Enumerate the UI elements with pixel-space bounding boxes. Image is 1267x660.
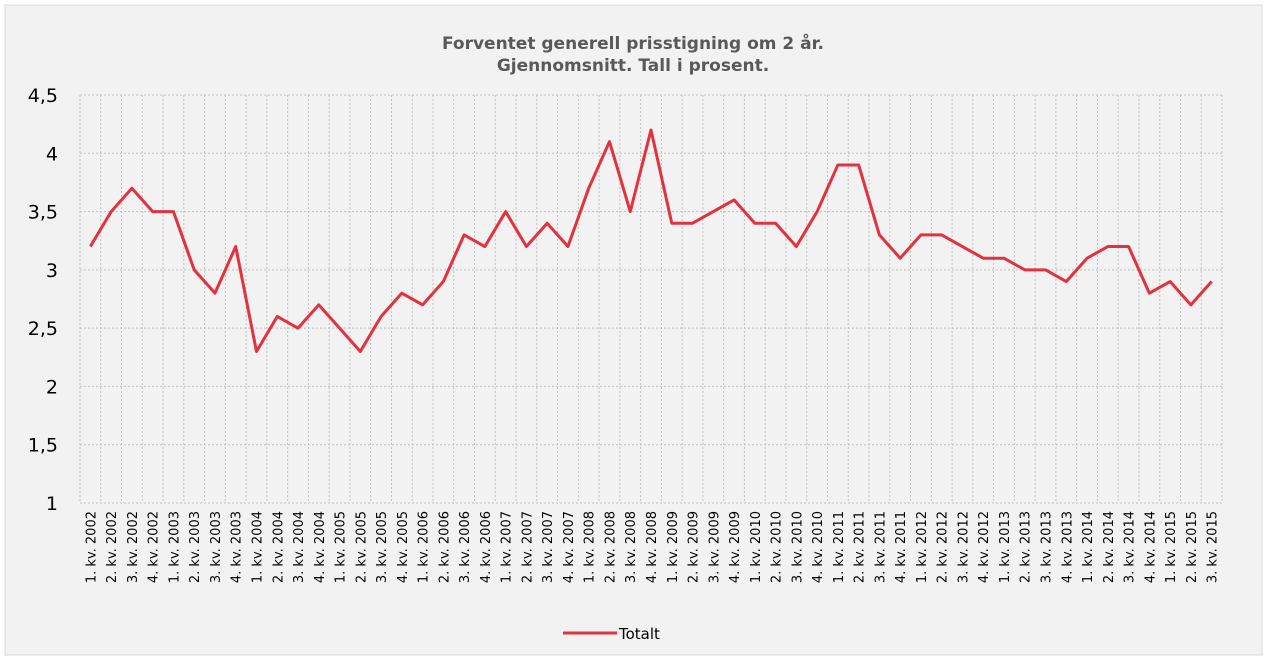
line	[89, 128, 1213, 353]
y-tick-label: 2	[46, 376, 58, 398]
x-tick-label: 3. kv. 2007	[541, 511, 556, 583]
x-tick-label: 4. kv. 2011	[894, 511, 909, 583]
x-tick-label: 1. kv. 2013	[998, 511, 1013, 583]
x-tick-label: 3. kv. 2012	[956, 511, 971, 583]
x-tick-label: 1. kv. 2010	[749, 511, 764, 583]
x-tick-label: 3. kv. 2011	[873, 511, 888, 583]
x-tick-label: 3. kv. 2005	[375, 511, 390, 583]
y-tick-label: 4,5	[28, 85, 58, 107]
y-tick-label: 1,5	[28, 435, 58, 457]
x-tick-label: 2. kv. 2013	[1019, 511, 1034, 583]
x-tick-label: 2. kv. 2009	[687, 511, 702, 583]
x-tick-label: 2. kv. 2008	[603, 511, 618, 583]
x-tick-label: 4. kv. 2012	[977, 511, 992, 583]
x-tick-label: 2. kv. 2010	[770, 511, 785, 583]
y-tick-label: 3	[46, 260, 58, 282]
chart-background	[4, 4, 1263, 656]
x-tick-label: 2. kv. 2005	[354, 511, 369, 583]
x-tick-label: 3. kv. 2006	[458, 511, 473, 583]
x-tick-label: 1. kv. 2009	[666, 511, 681, 583]
x-tick-label: 2. kv. 2015	[1185, 511, 1200, 583]
x-tick-label: 1. kv. 2006	[417, 511, 432, 583]
x-tick-label: 2. kv. 2012	[936, 511, 951, 583]
x-tick-label: 2. kv. 2011	[853, 511, 868, 583]
x-tick-label: 3. kv. 2008	[624, 511, 639, 583]
x-tick-label: 3. kv. 2010	[790, 511, 805, 583]
x-tick-label: 4. kv. 2014	[1143, 511, 1158, 583]
x-tick-label: 1. kv. 2014	[1081, 511, 1096, 583]
x-tick-label: 1. kv. 2002	[84, 511, 99, 583]
x-tick-label: 1. kv. 2008	[583, 511, 598, 583]
x-tick-label: 4. kv. 2005	[396, 511, 411, 583]
y-tick-label: 3,5	[28, 202, 58, 224]
x-tick-label: 1. kv. 2003	[167, 511, 182, 583]
x-tick-label: 3. kv. 2009	[707, 511, 722, 583]
x-tick-label: 1. kv. 2015	[1164, 511, 1179, 583]
y-tick-label: 4	[46, 143, 58, 165]
x-tick-label: 3. kv. 2004	[292, 511, 307, 583]
x-tick-label: 3. kv. 2014	[1123, 511, 1138, 583]
legend-label: Totalt	[618, 625, 660, 643]
x-tick-label: 2. kv. 2007	[520, 511, 535, 583]
x-tick-label: 3. kv. 2002	[126, 511, 141, 583]
x-tick-label: 4. kv. 2004	[313, 511, 328, 583]
x-tick-label: 1. kv. 2011	[832, 511, 847, 583]
y-tick-label: 1	[46, 493, 58, 515]
x-tick-label: 3. kv. 2013	[1040, 511, 1055, 583]
x-tick-label: 4. kv. 2006	[479, 511, 494, 583]
x-tick-label: 3. kv. 2003	[209, 511, 224, 583]
x-tick-label: 3. kv. 2015	[1206, 511, 1221, 583]
x-tick-label: 4. kv. 2002	[147, 511, 162, 583]
x-tick-label: 1. kv. 2007	[500, 511, 515, 583]
x-tick-label: 1. kv. 2012	[915, 511, 930, 583]
x-tick-label: 4. kv. 2009	[728, 511, 743, 583]
x-tick-label: 4. kv. 2007	[562, 511, 577, 583]
x-tick-label: 1. kv. 2004	[250, 511, 265, 583]
x-tick-label: 4. kv. 2010	[811, 511, 826, 583]
x-tick-label: 2. kv. 2004	[271, 511, 286, 583]
chart-title: Forventet generell prisstigning om 2 år.	[442, 32, 824, 54]
x-tick-label: 2. kv. 2002	[105, 511, 120, 583]
x-tick-label: 2. kv. 2006	[437, 511, 452, 583]
x-tick-label: 4. kv. 2013	[1060, 511, 1075, 583]
x-tick-label: 2. kv. 2014	[1102, 511, 1117, 583]
y-tick-label: 2,5	[28, 318, 58, 340]
chart-subtitle: Gjennomsnitt. Tall i prosent.	[497, 56, 769, 76]
x-tick-label: 4. kv. 2008	[645, 511, 660, 583]
x-tick-label: 2. kv. 2003	[188, 511, 203, 583]
x-tick-label: 4. kv. 2003	[230, 511, 245, 583]
x-tick-label: 1. kv. 2005	[334, 511, 349, 583]
